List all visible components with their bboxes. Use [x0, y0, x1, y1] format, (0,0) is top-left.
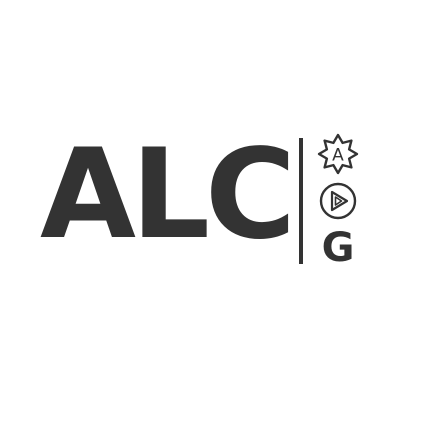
logo-divider	[299, 138, 303, 264]
logo-wordmark: ALC	[40, 123, 296, 267]
badge-a-letter: A	[332, 146, 344, 166]
g-letter-icon: G	[317, 225, 359, 267]
a-badge-icon: A	[317, 133, 359, 175]
badge-g-letter: G	[322, 225, 355, 267]
play-icon	[317, 180, 359, 222]
